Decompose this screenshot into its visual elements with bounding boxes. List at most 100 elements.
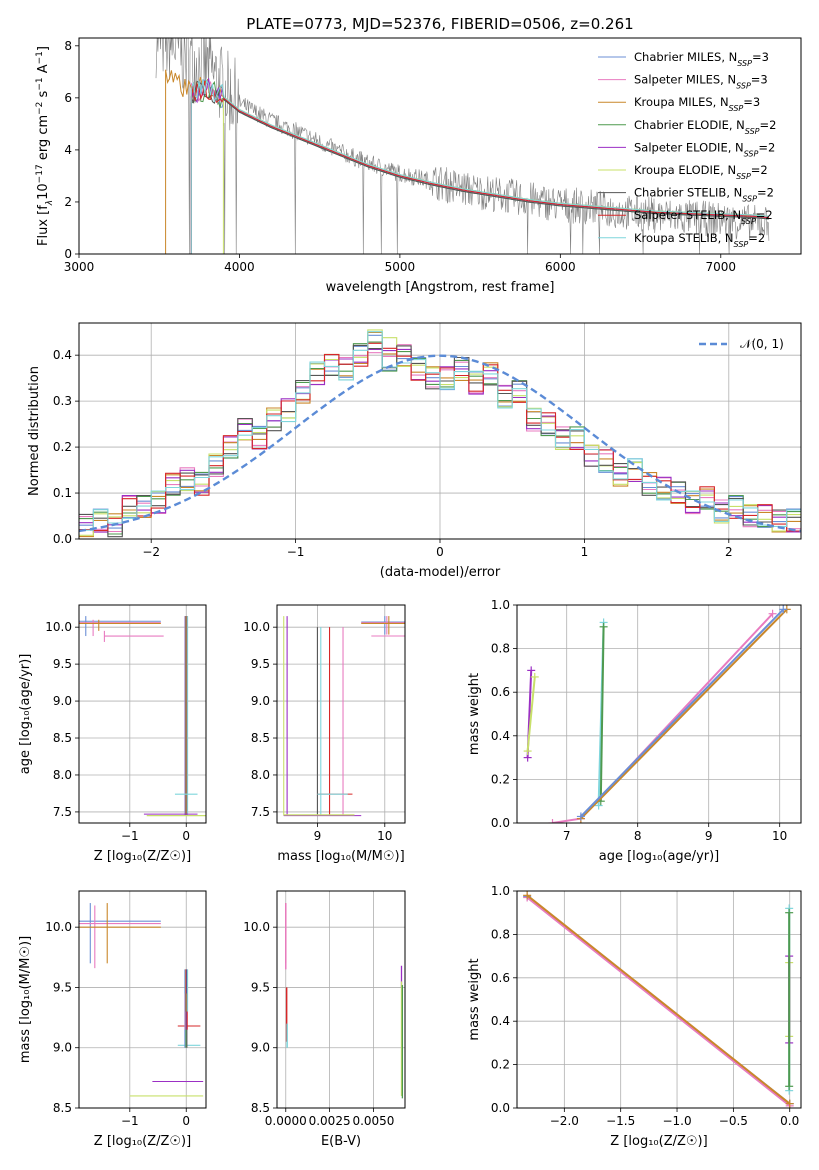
legend-label-main: Kroupa ELODIE, N	[634, 163, 736, 177]
legend-label: Kroupa ELODIE, NSSP=2	[634, 163, 768, 181]
y-axis-label: Normed distribution	[27, 366, 42, 496]
weight-line	[552, 613, 774, 823]
y-tick-label: 7.5	[251, 805, 270, 819]
x-axis-label: mass [log₁₀(M/M☉)]	[277, 849, 404, 864]
spectrum-panel: 3000 4000 5000 6000 7000 0 2 4 6 8 wavelength [Ang…	[35, 37, 802, 295]
y-tick-label: 0.4	[53, 348, 72, 362]
legend-label-sub: SSP	[736, 172, 751, 181]
legend-label-sub: SSP	[745, 126, 760, 135]
axes-frame	[78, 37, 802, 255]
legend-label-tail: =3	[751, 73, 768, 87]
legend-label-sub: SSP	[744, 149, 759, 158]
y-tick-label: 2	[64, 195, 72, 209]
residual-histogram-step	[79, 342, 801, 532]
y-axis-label-part: λ	[45, 200, 55, 206]
model-spectrum-line	[190, 80, 769, 254]
axes-frame	[516, 890, 802, 1109]
y-tick-label: 9.5	[53, 980, 72, 994]
legend-label-tail: =2	[758, 140, 775, 154]
y-tick-label: 8.5	[53, 731, 72, 745]
x-tick-label: −1	[287, 545, 305, 559]
x-tick-label: 0	[182, 829, 190, 843]
y-axis-label-part: A	[36, 64, 51, 77]
axes-frame	[78, 604, 207, 824]
x-axis-label: E(B-V)	[321, 1134, 361, 1149]
y-tick-label: 9.0	[53, 694, 72, 708]
weight-marker	[779, 605, 788, 614]
weight-marker	[785, 1082, 794, 1091]
y-axis-label: mass weight	[467, 958, 482, 1040]
legend-label: Chabrier ELODIE, NSSP=2	[634, 118, 776, 136]
x-tick-label: −1.0	[662, 1114, 691, 1128]
y-tick-label: 0.1	[53, 486, 72, 500]
x-tick-label: 0.0000	[265, 1114, 307, 1128]
x-tick-label: −1	[121, 829, 139, 843]
x-tick-label: 4000	[224, 260, 255, 274]
model-spectrum-line	[190, 78, 769, 254]
x-tick-label: −1	[121, 1114, 139, 1128]
x-tick-label: 0.0	[780, 1114, 799, 1128]
x-tick-label: 9	[314, 829, 322, 843]
gaussian-curve	[79, 354, 801, 533]
legend-label: Salpeter STELIB, NSSP=2	[634, 208, 773, 226]
weight-marker	[576, 812, 585, 821]
x-tick-label: 8	[634, 829, 642, 843]
age-vs-mass-panel: 9 10 7.5 8.0 8.5 9.0 9.5 10.0 mass [log₁₀(M/M☉)]	[243, 604, 406, 864]
legend-label-sub: SSP	[741, 217, 756, 226]
y-tick-label: 4	[64, 143, 72, 157]
y-tick-label: 8.5	[53, 1101, 72, 1115]
plot-area	[155, 38, 770, 254]
x-axis-label: Z [log₁₀(Z/Z☉)]	[94, 1134, 191, 1149]
legend-label-main: Chabrier ELODIE, N	[634, 118, 745, 132]
legend-label-tail: =2	[748, 231, 765, 245]
weight-marker	[523, 891, 532, 900]
x-tick-label: 7	[563, 829, 571, 843]
x-tick-label: 7000	[706, 260, 737, 274]
grid	[277, 605, 405, 823]
x-tick-label: 10	[772, 829, 787, 843]
y-tick-label: 8	[64, 39, 72, 53]
plot-area	[79, 903, 204, 1097]
y-axis-label-part: −2	[35, 102, 45, 115]
x-tick-label: 0	[182, 1114, 190, 1128]
weight-marker	[785, 1099, 794, 1108]
legend-label-sub: SSP	[734, 239, 749, 248]
y-tick-label: 0.2	[53, 440, 72, 454]
weight-vs-metallicity-panel: −2.0 −1.5 −1.0 −0.5 0.0 0.0 0.2 0.4 0.6 0.8 1.0 Z […	[467, 884, 802, 1149]
x-tick-label: −0.5	[719, 1114, 748, 1128]
plot-area	[523, 891, 794, 1108]
x-tick-label: 1	[581, 545, 589, 559]
weight-marker	[785, 908, 794, 917]
y-tick-label: 10.0	[45, 920, 72, 934]
y-axis-label-part: −17	[35, 164, 45, 183]
y-axis-label-part: −1	[35, 77, 45, 90]
legend-label: 𝒩(0, 1)	[740, 337, 784, 351]
y-tick-label: 0.8	[491, 927, 510, 941]
legend-label-sub: SSP	[742, 194, 757, 203]
y-tick-label: 9.5	[251, 657, 270, 671]
y-tick-label: 0.6	[491, 685, 510, 699]
legend-label-tail: =2	[756, 208, 773, 222]
data-spectrum-line	[155, 38, 770, 254]
weight-marker	[523, 747, 532, 756]
legend-label-tail: =3	[743, 95, 760, 109]
y-tick-label: 0.4	[491, 729, 510, 743]
legend-label-main: Salpeter ELODIE, N	[634, 140, 744, 154]
y-tick-label: 10.0	[243, 620, 270, 634]
mass-vs-metallicity-panel: −1 0 8.5 9.0 9.5 10.0 Z [log₁₀(Z/Z☉)] mass [log…	[18, 890, 207, 1149]
model-spectrum-line	[190, 80, 769, 254]
y-axis-label: Flux [fλ10−17 erg cm−2 s−1 A−1]	[35, 46, 55, 246]
y-axis-label-part: s	[36, 90, 51, 101]
y-tick-label: 9.0	[53, 1041, 72, 1055]
y-axis-label-part: −1	[35, 51, 45, 64]
x-tick-label: 5000	[385, 260, 416, 274]
x-tick-label: 3000	[64, 260, 95, 274]
y-axis-label: mass weight	[467, 673, 482, 755]
y-tick-label: 0.8	[491, 642, 510, 656]
axes-frame	[516, 604, 802, 824]
y-axis-label: age [log₁₀(age/yr)]	[18, 654, 33, 775]
y-tick-label: 10.0	[243, 920, 270, 934]
grid	[277, 891, 405, 1109]
